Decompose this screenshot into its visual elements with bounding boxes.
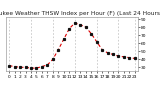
Title: Milwaukee Weather THSW Index per Hour (F) (Last 24 Hours): Milwaukee Weather THSW Index per Hour (F… — [0, 11, 160, 16]
